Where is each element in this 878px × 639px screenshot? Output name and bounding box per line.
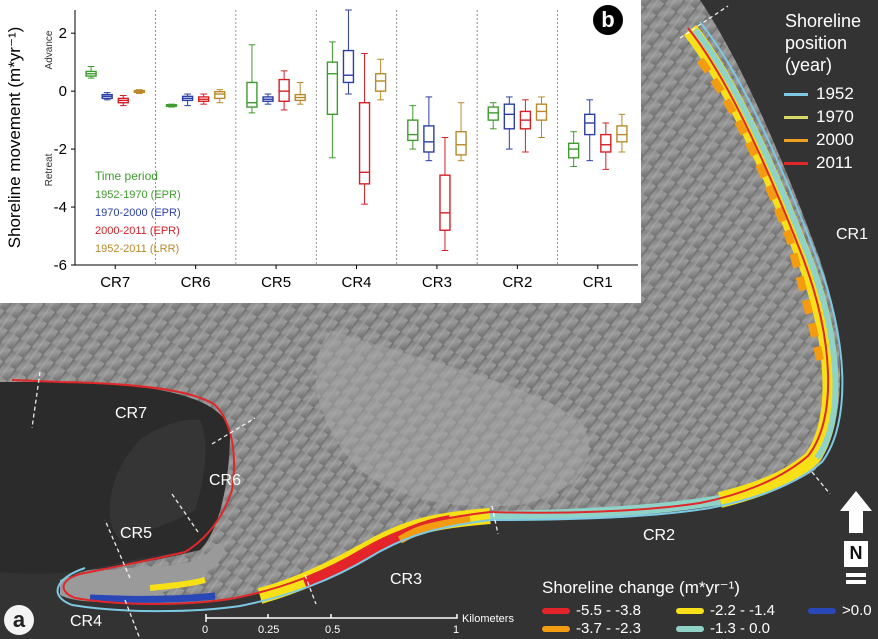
shoreline-1952	[56, 21, 844, 613]
label-cr7: CR7	[115, 405, 148, 422]
label-cr5: CR5	[120, 525, 153, 542]
panel-b-badge: b	[593, 5, 623, 35]
legend-entry: 1952-1970 (EPR)	[95, 189, 181, 201]
x-tick-label: CR4	[341, 274, 371, 291]
y-tick-label: -6	[54, 257, 67, 274]
swatch-1970	[784, 116, 808, 120]
swatch-1952	[784, 93, 808, 97]
spit	[60, 543, 225, 602]
scale-bar-graphic	[205, 614, 458, 622]
label-cr6: CR6	[209, 472, 242, 489]
legend-entry: 1970-2000 (EPR)	[95, 207, 181, 219]
box	[439, 174, 451, 231]
legend-entry: 1952-2011 (LRR)	[95, 243, 179, 255]
y-axis-title: Shoreline movement (m*yr⁻¹)	[5, 27, 24, 249]
shoreline-legend-label: 2011	[816, 153, 853, 172]
y-tick-label: -2	[54, 141, 67, 158]
change-legend-label: -2.2 - -1.4	[710, 602, 776, 619]
shoreline-legend-label: 1970	[816, 107, 854, 126]
scale-tick-label: 0.25	[258, 624, 280, 636]
north-arrow-icon	[840, 491, 872, 584]
scale-unit-label: Kilometers	[462, 613, 514, 625]
legend-title: Time period	[95, 169, 158, 183]
x-tick-label: CR2	[502, 274, 532, 291]
box	[358, 102, 371, 185]
label-cr3: CR3	[390, 571, 423, 588]
change-legend-item: -1.3 - 0.0	[676, 620, 770, 638]
shoreline-legend-item: 2000	[784, 130, 854, 152]
swatch-change	[808, 608, 836, 615]
shoreline-legend-item: 1952	[784, 84, 854, 106]
legend-entry: 2000-2011 (EPR)	[95, 225, 180, 237]
y-tick-label: 2	[59, 25, 67, 42]
change-legend-item: -5.5 - -3.8	[542, 602, 641, 620]
change-legend-label: >0.0	[842, 602, 872, 619]
x-tick-label: CR1	[583, 274, 613, 291]
change-legend-title: Shoreline change (m*yr⁻¹)	[542, 578, 740, 597]
box	[503, 103, 516, 130]
box	[246, 81, 258, 108]
label-cr2: CR2	[643, 527, 676, 544]
shoreline-legend-title: Shoreline position (year)	[785, 10, 877, 76]
x-tick-label: CR6	[181, 274, 211, 291]
change-legend-label: -1.3 - 0.0	[710, 620, 771, 637]
scale-tick-label: 1	[453, 624, 460, 636]
change-legend-label: -3.7 - -2.3	[576, 620, 642, 637]
shoreline-2011	[11, 27, 830, 605]
box	[567, 142, 580, 159]
swatch-change	[542, 608, 570, 615]
box	[214, 91, 226, 100]
box	[342, 49, 355, 84]
box	[455, 131, 467, 156]
scale-bar	[205, 610, 505, 639]
retreat-annotation: Retreat	[44, 153, 55, 186]
box	[600, 133, 612, 153]
box	[374, 73, 387, 92]
swatch-2011	[784, 162, 808, 166]
north-label: N	[849, 543, 863, 563]
x-tick-label: CR7	[100, 274, 130, 291]
swatch-change	[542, 626, 570, 633]
shoreline-legend-title-line: position	[785, 33, 848, 53]
y-tick-label: -4	[54, 199, 67, 216]
x-tick-label: CR3	[422, 274, 452, 291]
label-cr1: CR1	[836, 226, 869, 243]
scale-tick-label: 0	[202, 624, 209, 636]
shoreline-legend-title-line: (year)	[785, 55, 833, 75]
change-legend-label: -5.5 - -3.8	[576, 602, 642, 619]
y-tick-label: 0	[59, 83, 67, 100]
swatch-change	[676, 626, 704, 633]
box	[326, 61, 339, 116]
advance-annotation: Advance	[44, 30, 55, 69]
shoreline-legend-title-line: Shoreline	[785, 11, 862, 31]
swatch-change	[676, 608, 704, 615]
change-band-cr4	[89, 592, 216, 603]
swatch-2000	[784, 139, 808, 143]
change-legend-item: >0.0	[808, 602, 872, 620]
x-tick-label: CR5	[261, 274, 291, 291]
shoreline-legend-item: 2011	[784, 153, 853, 175]
shoreline-legend-label: 1952	[816, 84, 854, 103]
scale-tick-label: 0.5	[325, 624, 341, 636]
boxplot-chart: 2 0 -2 -4 -6 Shoreline movement (m*yr⁻¹) Advan…	[5, 9, 638, 291]
box	[487, 106, 499, 121]
box	[584, 113, 596, 136]
north-arrow: N	[838, 489, 874, 587]
shoreline-legend-label: 2000	[816, 130, 854, 149]
box	[407, 119, 419, 142]
change-legend-item: -2.2 - -1.4	[676, 602, 775, 620]
box	[278, 78, 290, 102]
box	[423, 125, 435, 153]
label-cr4: CR4	[70, 613, 103, 630]
change-legend-item: -3.7 - -2.3	[542, 620, 641, 638]
panel-a-badge: a	[4, 605, 34, 635]
box	[616, 125, 628, 143]
box	[535, 103, 548, 121]
boxplot-panel: 2 0 -2 -4 -6 Shoreline movement (m*yr⁻¹) Advan…	[0, 0, 641, 303]
shoreline-legend-item: 1970	[784, 107, 854, 129]
